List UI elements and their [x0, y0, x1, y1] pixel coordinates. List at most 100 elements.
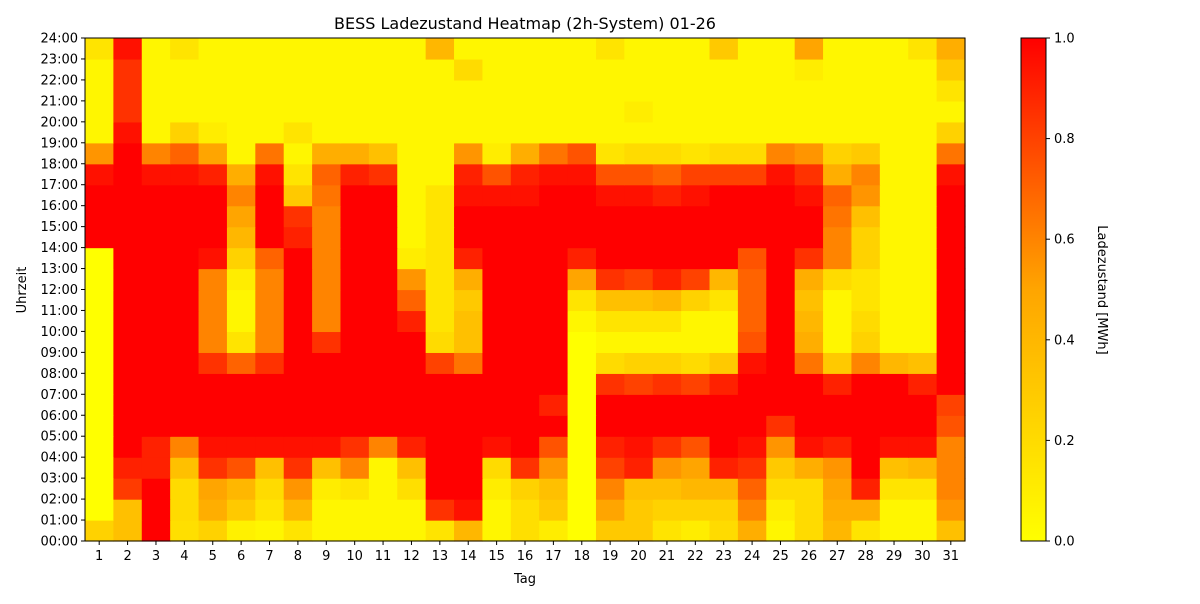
heatmap-cell	[879, 352, 909, 374]
heatmap-cell	[851, 79, 881, 102]
heatmap-cell	[936, 58, 966, 81]
heatmap-cell	[823, 163, 853, 186]
heatmap-cell	[879, 247, 909, 270]
heatmap-cell	[567, 415, 597, 437]
heatmap-cell	[85, 121, 114, 144]
heatmap-cell	[397, 121, 427, 144]
heatmap-cell	[170, 520, 200, 542]
heatmap-cell	[85, 205, 114, 228]
heatmap-cell	[510, 415, 540, 437]
heatmap-cell	[851, 352, 881, 374]
y-tick-label: 08:00	[41, 367, 78, 382]
heatmap-cell	[255, 331, 285, 353]
heatmap-cell	[340, 121, 370, 144]
heatmap-cell	[425, 100, 455, 123]
heatmap-cell	[141, 436, 171, 458]
heatmap-cell	[737, 100, 767, 123]
heatmap-cell	[794, 38, 824, 60]
heatmap-cell	[226, 457, 256, 479]
heatmap-cell	[113, 457, 143, 479]
heatmap-cell	[510, 38, 540, 60]
heatmap-cell	[709, 268, 739, 291]
heatmap-cell	[312, 226, 342, 249]
heatmap-cell	[681, 436, 711, 458]
heatmap-cell	[794, 100, 824, 123]
heatmap-cell	[709, 457, 739, 479]
heatmap-cell	[255, 58, 285, 81]
heatmap-cell	[141, 38, 171, 60]
heatmap-cell	[454, 38, 484, 60]
heatmap-cell	[255, 38, 285, 60]
heatmap-cell	[312, 394, 342, 416]
heatmap-cell	[823, 100, 853, 123]
heatmap-cell	[283, 58, 313, 81]
heatmap-cell	[198, 79, 228, 102]
heatmap-cell	[255, 415, 285, 437]
heatmap-cell	[170, 373, 200, 395]
heatmap-cell	[226, 352, 256, 374]
heatmap-cell	[766, 436, 796, 458]
heatmap-cell	[113, 58, 143, 81]
heatmap-cell	[709, 100, 739, 123]
heatmap-cell	[737, 289, 767, 312]
x-tick-label: 7	[265, 549, 273, 564]
heatmap-cell	[397, 499, 427, 521]
heatmap-cell	[141, 142, 171, 165]
heatmap-cell	[794, 520, 824, 542]
heatmap-cell	[85, 58, 114, 81]
heatmap-cell	[340, 268, 370, 291]
heatmap-cell	[170, 310, 200, 333]
x-tick-label: 8	[294, 549, 302, 564]
heatmap-cell	[340, 499, 370, 521]
heatmap-cell	[539, 457, 569, 479]
heatmap-cell	[652, 457, 682, 479]
heatmap-cell	[397, 331, 427, 353]
heatmap-cell	[823, 457, 853, 479]
heatmap-cell	[425, 205, 455, 228]
heatmap-cell	[113, 121, 143, 144]
x-tick-label: 16	[517, 549, 534, 564]
heatmap-cell	[567, 373, 597, 395]
heatmap-cell	[255, 268, 285, 291]
heatmap-cell	[170, 352, 200, 374]
heatmap-cell	[312, 436, 342, 458]
heatmap-cell	[823, 226, 853, 249]
heatmap-cell	[198, 373, 228, 395]
heatmap-cell	[823, 352, 853, 374]
heatmap-cell	[283, 310, 313, 333]
heatmap-cell	[709, 247, 739, 270]
y-axis-ticks: 00:00 01:00 02:00 03:00 04:00 05:00 06:00 07:00…	[41, 32, 85, 550]
heatmap-cell	[539, 310, 569, 333]
heatmap-cell	[936, 352, 966, 374]
heatmap-cell	[113, 436, 143, 458]
heatmap-cell	[283, 163, 313, 186]
heatmap-cell	[368, 520, 398, 542]
heatmap-cell	[652, 415, 682, 437]
heatmap-cell	[141, 373, 171, 395]
heatmap-cell	[113, 79, 143, 102]
heatmap-cell	[766, 499, 796, 521]
heatmap-cell	[368, 38, 398, 60]
heatmap-cell	[283, 247, 313, 270]
heatmap-cell	[141, 331, 171, 353]
heatmap-cell	[879, 163, 909, 186]
heatmap-cell	[794, 478, 824, 500]
heatmap-cell	[198, 289, 228, 312]
heatmap-cell	[226, 394, 256, 416]
heatmap-cell	[652, 205, 682, 228]
heatmap-cell	[198, 226, 228, 249]
heatmap-cell	[482, 142, 512, 165]
heatmap-cell	[766, 373, 796, 395]
heatmap-cell	[255, 247, 285, 270]
heatmap-cell	[255, 121, 285, 144]
heatmap-cell	[766, 352, 796, 374]
heatmap-cell	[482, 457, 512, 479]
heatmap-cell	[624, 394, 654, 416]
heatmap-cell	[425, 499, 455, 521]
x-tick-label: 21	[659, 549, 676, 564]
heatmap-cell	[624, 163, 654, 186]
heatmap-cell	[454, 352, 484, 374]
heatmap-cell	[255, 478, 285, 500]
heatmap-cell	[312, 163, 342, 186]
heatmap-cell	[879, 226, 909, 249]
